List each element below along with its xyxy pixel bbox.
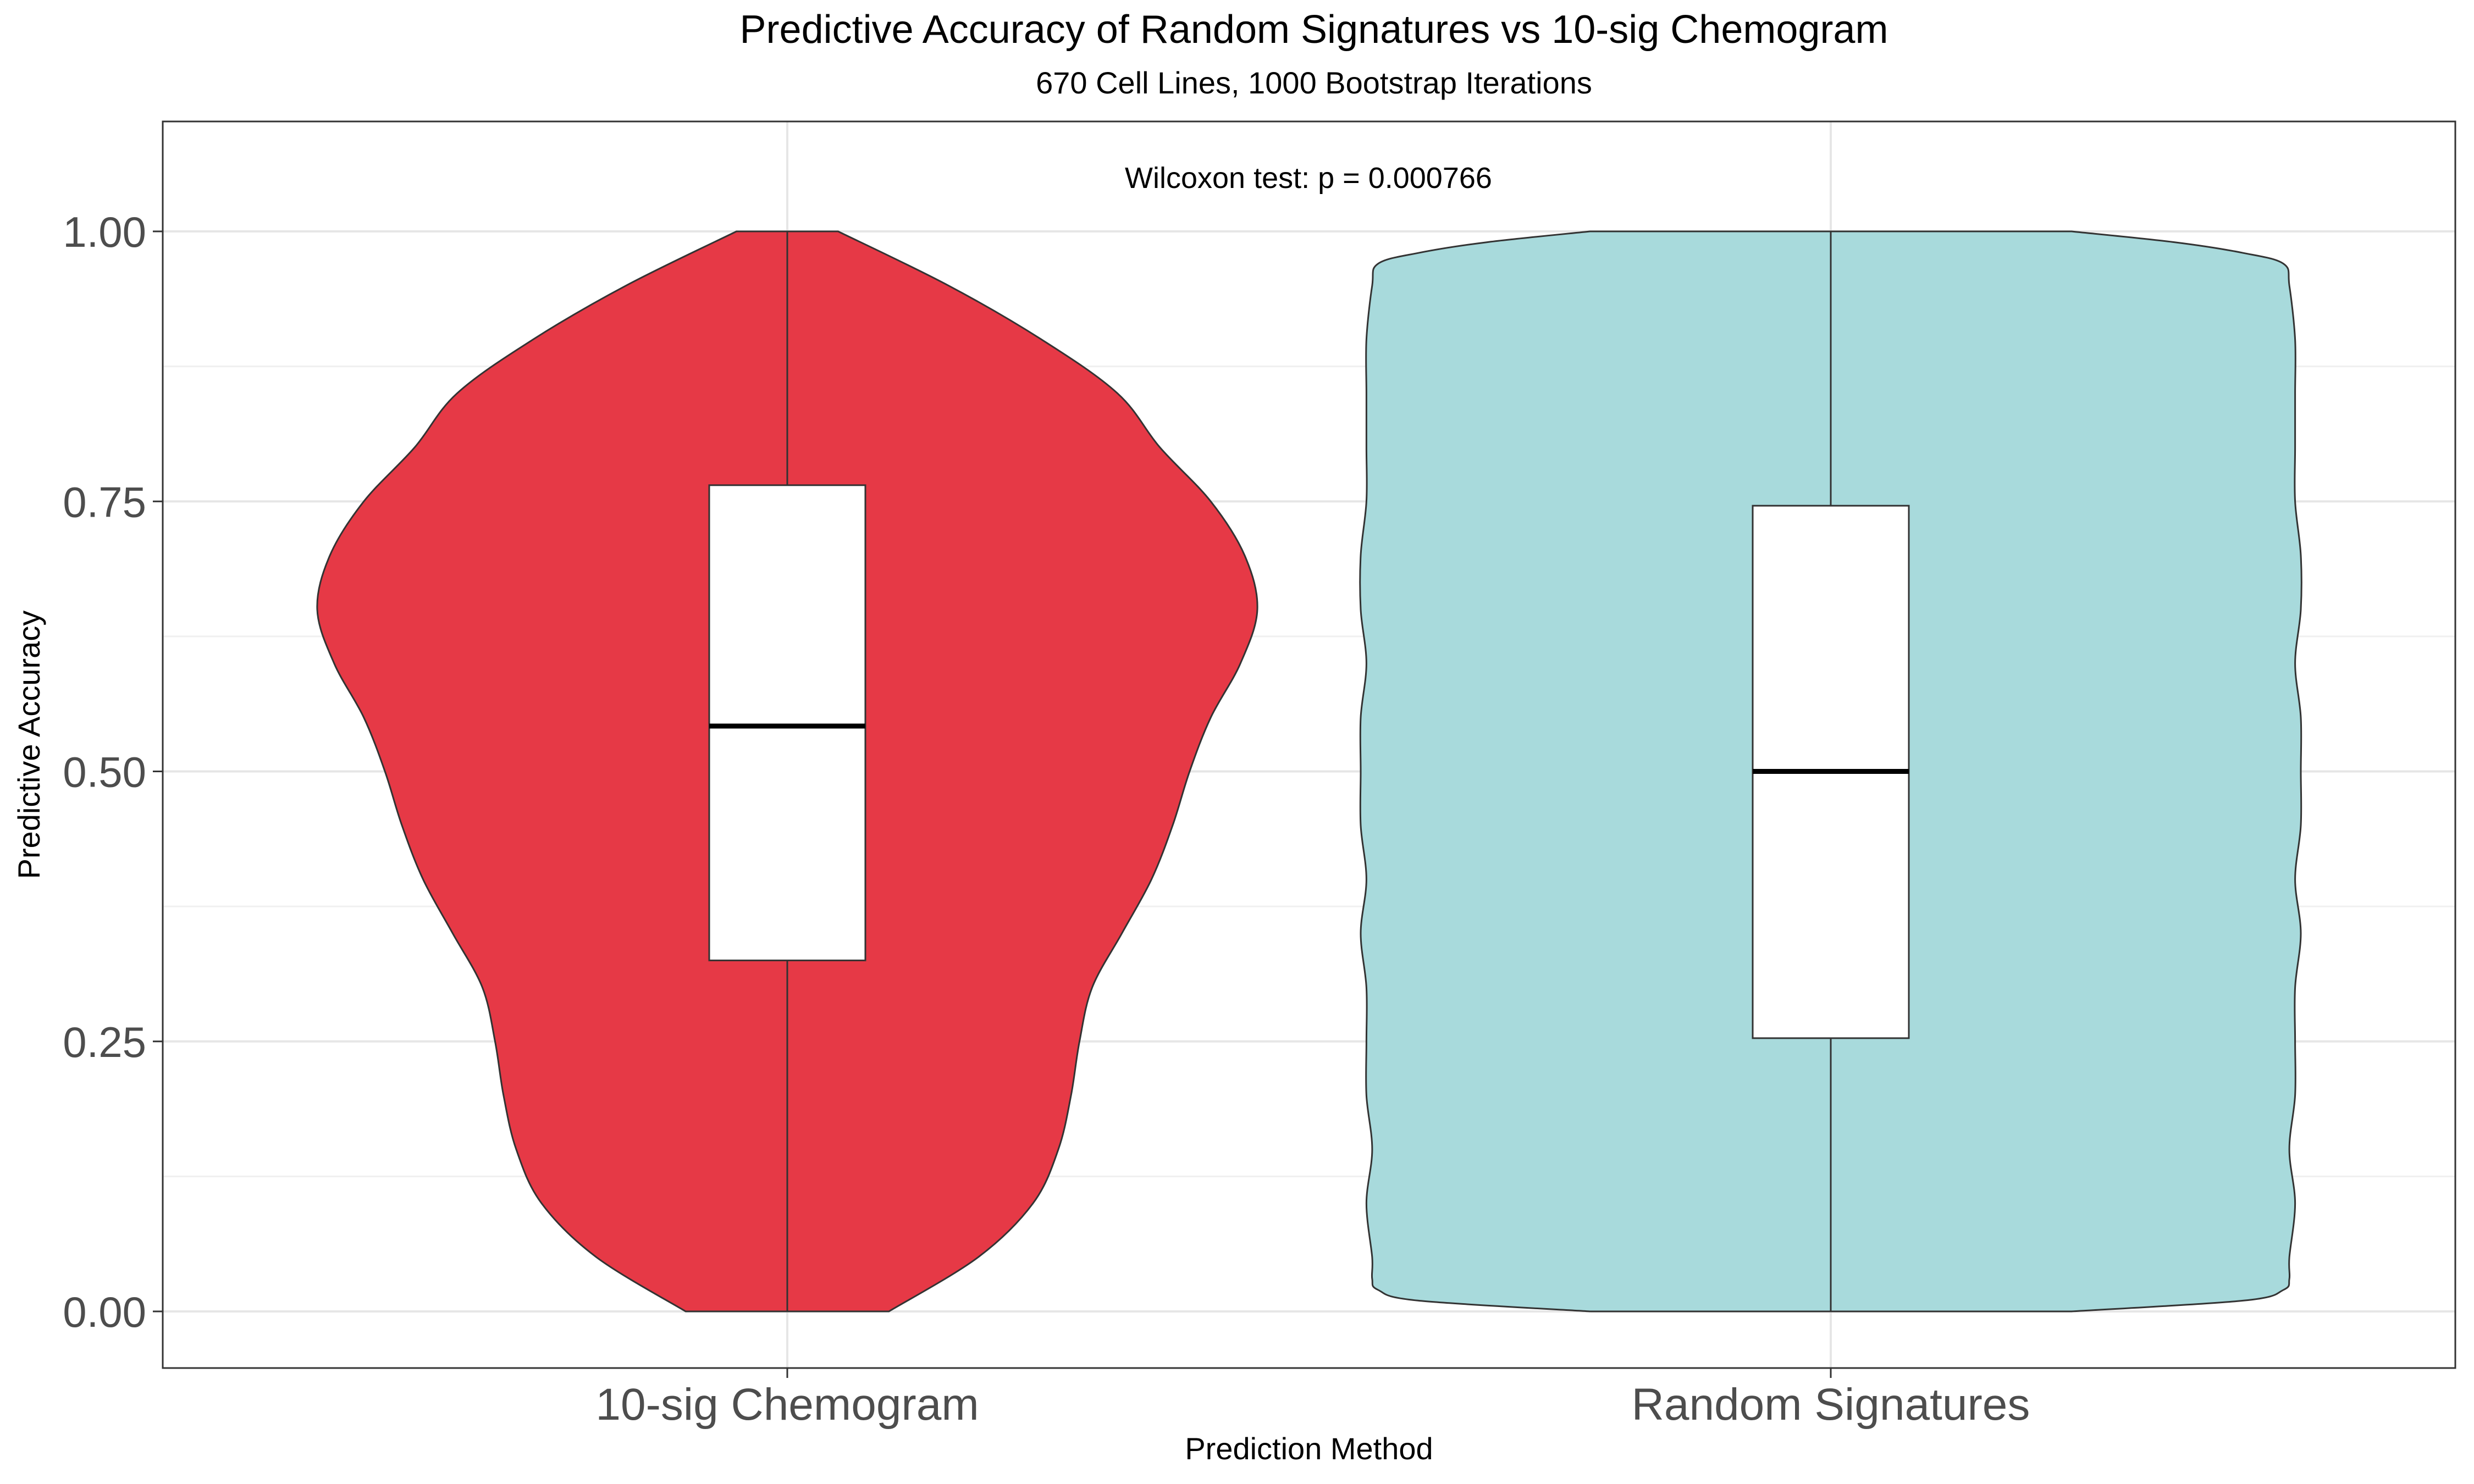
chart-title: Predictive Accuracy of Random Signatures… <box>740 8 1888 52</box>
axis-ticks: 0.00 0.25 0.50 0.75 1.00 10-sig Chemogram Rand… <box>63 208 2030 1430</box>
y-tick-label: 1.00 <box>63 208 146 256</box>
y-tick-label: 0.00 <box>63 1288 146 1336</box>
y-axis-title: Predictive Accuracy <box>12 611 46 879</box>
y-tick-label: 0.75 <box>63 478 146 526</box>
x-tick-label: Random Signatures <box>1632 1380 2030 1430</box>
annotation-text: Wilcoxon test: p = 0.000766 <box>1125 162 1492 195</box>
y-tick-label: 0.25 <box>63 1018 146 1066</box>
x-tick-label: 10-sig Chemogram <box>595 1380 979 1430</box>
x-axis-title: Prediction Method <box>1185 1431 1433 1466</box>
box-iqr <box>708 484 866 961</box>
violins <box>316 230 2302 1313</box>
chart-subtitle: 670 Cell Lines, 1000 Bootstrap Iteration… <box>1036 65 1592 100</box>
y-tick-label: 0.50 <box>63 748 146 796</box>
plot-border <box>162 120 2456 1369</box>
